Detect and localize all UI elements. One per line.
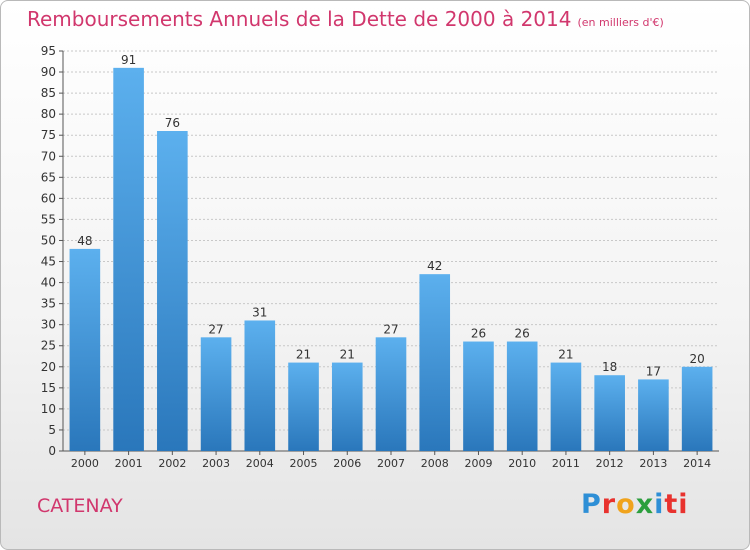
logo-letter: r [601, 489, 617, 520]
proxiti-logo: Proxiti [581, 489, 689, 520]
data-label: 48 [77, 234, 92, 248]
y-tick-label: 20 [41, 360, 56, 374]
bar [200, 337, 232, 451]
data-label: 21 [296, 348, 311, 362]
y-tick-label: 30 [41, 318, 56, 332]
chart-unit: (en milliers d'€) [577, 16, 664, 29]
x-tick-label: 2008 [421, 457, 449, 470]
data-label: 27 [208, 322, 223, 336]
data-label: 42 [427, 259, 442, 273]
x-tick-label: 2012 [596, 457, 624, 470]
data-label: 27 [383, 322, 398, 336]
y-tick-label: 15 [41, 381, 56, 395]
data-label: 21 [340, 348, 355, 362]
y-tick-label: 45 [41, 255, 56, 269]
data-label: 91 [121, 53, 136, 67]
y-tick-label: 40 [41, 276, 56, 290]
y-tick-label: 75 [41, 128, 56, 142]
y-tick-label: 5 [48, 423, 56, 437]
bar [157, 131, 188, 451]
y-tick-label: 60 [41, 191, 56, 205]
y-tick-label: 65 [41, 170, 56, 184]
x-tick-label: 2014 [683, 457, 711, 470]
bar [69, 248, 101, 451]
x-tick-label: 2005 [290, 457, 318, 470]
bar [288, 362, 319, 451]
y-tick-label: 10 [41, 402, 56, 416]
city-name: CATENAY [37, 495, 123, 517]
x-tick-label: 2007 [377, 457, 405, 470]
y-tick-label: 95 [41, 44, 56, 58]
data-label: 76 [165, 116, 180, 130]
logo-letter: o [616, 489, 636, 520]
bar [681, 366, 713, 451]
bar [375, 337, 407, 451]
labels: 48 2000 91 2001 76 2002 27 2003 31 2004 21 2005 21 20… [71, 53, 711, 470]
x-tick-label: 2013 [639, 457, 667, 470]
y-tick-label: 25 [41, 339, 56, 353]
logo-letter: P [581, 489, 602, 520]
bar [113, 67, 144, 451]
bars [69, 67, 713, 451]
bar [331, 362, 363, 451]
chart-title: Remboursements Annuels de la Dette de 20… [27, 7, 664, 31]
x-tick-label: 2001 [115, 457, 143, 470]
data-label: 17 [646, 364, 661, 378]
data-label: 26 [515, 327, 530, 341]
y-tick-label: 70 [41, 149, 56, 163]
axes: 0 5 10 15 20 25 30 35 40 45 50 55 60 65 70 75 80 85 90 95 [41, 44, 719, 458]
y-tick-label: 50 [41, 233, 56, 247]
data-label: 18 [602, 360, 617, 374]
x-tick-label: 2000 [71, 457, 99, 470]
y-tick-label: 0 [48, 444, 56, 458]
x-tick-label: 2004 [246, 457, 274, 470]
bar [550, 362, 582, 451]
y-tick-label: 85 [41, 86, 56, 100]
data-label: 21 [558, 348, 573, 362]
y-tick-label: 80 [41, 107, 56, 121]
y-tick-label: 35 [41, 297, 56, 311]
logo-letter: x [635, 489, 655, 520]
y-tick-label: 55 [41, 212, 56, 226]
x-tick-label: 2009 [464, 457, 492, 470]
bar [463, 341, 494, 451]
x-tick-label: 2003 [202, 457, 230, 470]
x-tick-label: 2011 [552, 457, 580, 470]
logo-letter: i [654, 489, 665, 520]
y-tick-label: 90 [41, 65, 56, 79]
bar [638, 379, 669, 451]
bar [244, 320, 276, 451]
bar [594, 375, 625, 451]
logo-letter: ti [664, 489, 689, 520]
bar [506, 341, 538, 451]
chart-title-text: Remboursements Annuels de la Dette de 20… [27, 7, 572, 31]
data-label: 20 [689, 352, 704, 366]
x-tick-label: 2002 [158, 457, 186, 470]
x-tick-label: 2006 [333, 457, 361, 470]
data-label: 31 [252, 305, 267, 319]
data-label: 26 [471, 327, 486, 341]
x-tick-label: 2010 [508, 457, 536, 470]
bar [419, 274, 451, 451]
